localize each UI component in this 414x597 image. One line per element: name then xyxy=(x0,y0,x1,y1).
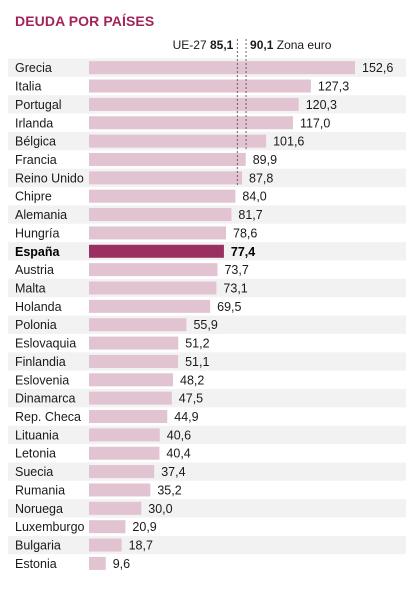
category-label: Finlandia xyxy=(15,355,66,369)
bar xyxy=(89,134,267,148)
category-label: Alemania xyxy=(15,208,67,222)
category-label: Bulgaria xyxy=(15,539,61,553)
bar xyxy=(89,336,179,350)
bar xyxy=(89,116,293,130)
bar xyxy=(89,391,172,405)
category-label: Letonia xyxy=(15,447,56,461)
value-label: 55,9 xyxy=(193,318,217,332)
category-label: Grecia xyxy=(15,61,52,75)
category-label: Suecia xyxy=(15,465,53,479)
bar xyxy=(89,61,355,75)
row-background xyxy=(8,535,406,555)
bar xyxy=(89,244,224,258)
value-label: 69,5 xyxy=(217,300,241,314)
value-label: 152,6 xyxy=(362,61,393,75)
category-label: España xyxy=(15,245,61,259)
category-label: Holanda xyxy=(15,300,62,314)
bar xyxy=(89,299,211,313)
bar xyxy=(89,281,217,295)
value-label: 84,0 xyxy=(242,190,266,204)
row-background xyxy=(8,462,406,481)
bar xyxy=(89,79,311,93)
category-label: Luxemburgo xyxy=(15,520,85,534)
category-label: Rumania xyxy=(15,483,65,497)
value-label: 47,5 xyxy=(179,392,203,406)
chart-title: DEUDA POR PAÍSES xyxy=(15,13,155,29)
category-label: Italia xyxy=(15,80,41,94)
category-label: Francia xyxy=(15,153,57,167)
value-label: 120,3 xyxy=(306,98,337,112)
bar xyxy=(89,556,106,570)
value-label: 78,6 xyxy=(233,226,257,240)
category-label: Polonia xyxy=(15,318,57,332)
reference-label-ue27: UE-27 85,1 xyxy=(173,38,234,52)
value-label: 20,9 xyxy=(132,520,156,534)
bar xyxy=(89,152,246,166)
category-label: Noruega xyxy=(15,502,63,516)
category-label: Eslovenia xyxy=(15,373,69,387)
value-label: 73,7 xyxy=(224,263,248,277)
bar xyxy=(89,226,227,240)
reference-label-zona-euro: 90,1 Zona euro xyxy=(250,38,332,52)
value-label: 48,2 xyxy=(180,373,204,387)
value-label: 18,7 xyxy=(129,539,153,553)
bar xyxy=(89,446,160,460)
value-label: 117,0 xyxy=(300,116,330,130)
category-label: Lituania xyxy=(15,428,59,442)
bar xyxy=(89,410,168,424)
bar xyxy=(89,97,299,111)
value-label: 9,6 xyxy=(113,557,130,571)
value-label: 30,0 xyxy=(148,502,172,516)
bar xyxy=(89,483,151,497)
bar xyxy=(89,501,142,515)
category-label: Hungría xyxy=(15,226,60,240)
value-label: 37,4 xyxy=(161,465,185,479)
value-label: 44,9 xyxy=(174,410,198,424)
category-label: Eslovaquia xyxy=(15,337,76,351)
category-label: Portugal xyxy=(15,98,62,112)
bar xyxy=(89,263,218,277)
row-background xyxy=(8,499,406,518)
bar xyxy=(89,189,236,203)
value-label: 87,8 xyxy=(249,171,273,185)
value-label: 40,4 xyxy=(166,447,190,461)
category-label: Dinamarca xyxy=(15,392,75,406)
category-label: Estonia xyxy=(15,557,57,571)
value-label: 51,2 xyxy=(185,337,209,351)
category-label: Bélgica xyxy=(15,135,56,149)
bar xyxy=(89,538,122,552)
value-label: 51,1 xyxy=(185,355,209,369)
category-label: Irlanda xyxy=(15,116,53,130)
row-background xyxy=(8,425,406,445)
value-label: 73,1 xyxy=(223,282,247,296)
value-label: 101,6 xyxy=(273,135,304,149)
bar xyxy=(89,208,232,222)
value-label: 127,3 xyxy=(318,80,349,94)
category-label: Rep. Checa xyxy=(15,410,81,424)
value-label: 89,9 xyxy=(253,153,277,167)
value-label: 77,4 xyxy=(231,245,255,259)
category-label: Malta xyxy=(15,282,46,296)
bar xyxy=(89,428,160,442)
category-label: Chipre xyxy=(15,190,52,204)
category-label: Reino Unido xyxy=(15,171,84,185)
value-label: 40,6 xyxy=(167,428,191,442)
bar xyxy=(89,373,174,387)
category-label: Austria xyxy=(15,263,54,277)
bar xyxy=(89,465,155,479)
value-label: 35,2 xyxy=(157,483,181,497)
bar xyxy=(89,520,126,534)
value-label: 81,7 xyxy=(238,208,262,222)
bar xyxy=(89,318,187,332)
bar xyxy=(89,354,179,368)
bar xyxy=(89,171,243,185)
